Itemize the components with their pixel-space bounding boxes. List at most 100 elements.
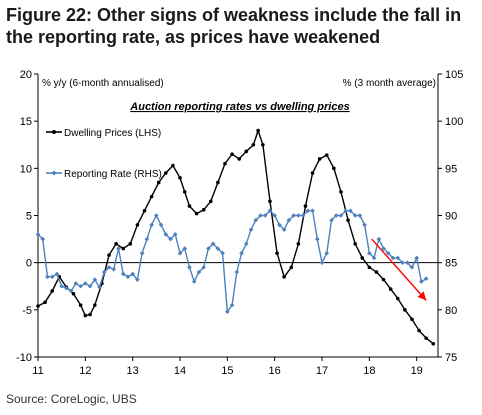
reporting-rate-point [45,274,50,280]
reporting-rate-point [314,236,320,242]
reporting-rate-point [206,246,211,251]
dwelling-prices-point [296,242,301,246]
dwelling-prices-point [282,275,286,279]
reporting-rate-point [154,213,159,218]
dwelling-prices-point [78,303,83,307]
reporting-rate-point [390,255,396,261]
reporting-rate-point [201,265,206,270]
left-tick-label: -5 [22,305,32,317]
reporting-rate-point [97,284,102,290]
reporting-rate-point [135,277,140,282]
reporting-rate-point [78,283,83,289]
dwelling-prices-point [251,142,256,147]
left-tick-label: -10 [16,352,32,364]
dwelling-prices-point [268,199,272,204]
figure-title: Figure 22: Other signs of weakness inclu… [6,5,462,47]
reporting-rate-point [220,250,225,256]
reporting-rate-point [343,208,348,214]
dwelling-prices-point [367,265,372,270]
dwelling-prices-point [353,242,357,246]
dwelling-prices-point [237,157,241,161]
reporting-rate-point [239,250,244,256]
chart-svg: -10 -5 0 5 10 15 20 75 80 85 90 95 100 105 11 12 13 14 15 1… [16,69,463,377]
left-tick-label: 5 [26,211,32,223]
dwelling-prices-point [149,194,154,199]
reporting-rate-point [49,274,55,280]
legend-reporting-marker [51,170,57,176]
x-tick-label: 15 [221,365,233,377]
series-layer [35,128,436,346]
dwelling-prices-point [121,246,126,251]
reporting-rate-point [305,208,311,214]
reporting-rate-point [362,222,367,228]
dwelling-prices-point [50,289,55,293]
dwelling-prices-point [83,313,88,318]
reporting-rate-point [187,265,192,270]
dwelling-prices-point [431,341,436,346]
dwelling-prices-point [374,270,379,274]
reporting-rate-point [352,213,358,218]
reporting-rate-point [120,271,126,277]
reporting-rate-point [59,283,64,289]
right-tick-label: 75 [445,352,457,364]
dwelling-prices-point [410,317,414,322]
reporting-rate-point [158,222,164,228]
legend-dwelling-label: Dwelling Prices (LHS) [64,128,161,139]
reporting-rate-point [248,227,254,232]
reporting-rate-line [37,209,427,314]
dwelling-prices-point [43,300,47,305]
reporting-rate-point [253,217,259,223]
dwelling-prices-point [275,251,279,256]
right-tick-label: 85 [445,258,457,270]
left-tick-label: 0 [26,258,32,270]
left-tick-label: 10 [20,163,32,175]
dwelling-prices-point [395,296,400,301]
reporting-rate-point [177,250,183,256]
reporting-rate-point [191,279,197,284]
reporting-rate-point [125,274,131,280]
source-note: Source: CoreLogic, UBS [6,392,137,406]
reporting-rate-point [101,269,107,275]
dwelling-prices-point [201,208,206,212]
reporting-rate-point [281,227,287,232]
reporting-rate-point [404,260,410,265]
right-tick-label: 80 [445,305,457,317]
reporting-rate-point [367,250,372,256]
dwelling-prices-point [256,128,260,133]
reporting-rate-point [419,279,424,284]
dwelling-prices-point [156,180,161,185]
reporting-rate-point [182,246,188,251]
dwelling-prices-point [208,199,213,204]
right-tick-label: 95 [445,163,457,175]
reporting-rate-point [319,260,325,265]
dwelling-prices-point [142,208,147,213]
reporting-rate-point [54,271,60,277]
dwelling-prices-point [360,256,365,260]
legend-reporting-label: Reporting Rate (RHS) [64,169,162,180]
dwelling-prices-line [37,128,434,345]
dwelling-prices-point [182,190,187,194]
reporting-rate-point [64,285,69,291]
reporting-rate-point [234,269,240,275]
reporting-rate-point [149,222,154,228]
reporting-rate-point [262,213,268,218]
dwelling-prices-point [230,152,234,156]
reporting-rate-point [106,265,112,270]
reporting-rate-point [267,208,273,214]
reporting-rate-point [296,213,301,218]
dwelling-prices-point [261,142,265,147]
x-tick-label: 12 [79,365,91,377]
reporting-rate-point [291,213,296,218]
dwelling-prices-point [324,153,329,157]
dwelling-prices-point [223,161,227,166]
dwelling-prices-point [332,166,336,171]
right-tick-label: 90 [445,211,457,223]
dwelling-prices-point [36,304,40,308]
reporting-rate-point [400,260,405,265]
reporting-rate-point [329,217,334,223]
reporting-rate-point [277,222,282,228]
reporting-rate-point [395,255,401,261]
left-tick-label: 15 [20,116,32,128]
reporting-rate-point [300,213,306,218]
reporting-rate-point [172,232,178,237]
